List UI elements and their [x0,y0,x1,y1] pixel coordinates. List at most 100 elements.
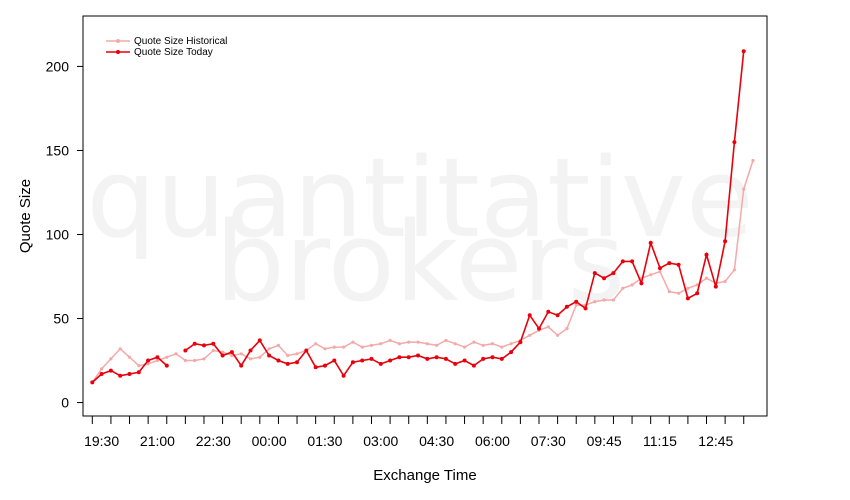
data-point-today [313,365,318,370]
data-point-today [211,341,216,346]
data-point-today [304,348,309,353]
data-point-today [518,340,523,345]
data-point-today [285,361,290,366]
data-point-today [620,259,625,264]
x-tick-label: 09:45 [587,433,622,449]
data-point-historical [211,348,215,353]
data-point-today [434,355,439,360]
data-point-today [192,341,197,346]
watermark: quantitative brokers [86,134,753,326]
data-point-historical [565,327,569,331]
data-point-historical [658,269,662,274]
data-point-historical [751,158,755,163]
data-point-historical [174,352,178,356]
data-point-today [602,276,607,281]
data-point-today [695,291,700,296]
data-point-today [546,309,551,314]
data-point-historical [137,364,141,368]
legend-marker-historical [116,39,120,43]
data-point-historical [490,342,495,346]
data-point-today [332,358,337,363]
x-tick-label: 01:30 [307,433,342,449]
x-tick-label: 03:00 [363,433,398,449]
data-point-historical [342,345,346,349]
data-point-today [378,361,383,366]
data-point-today [509,350,514,355]
y-tick-label: 50 [53,311,69,327]
data-point-today [648,240,653,245]
data-point-today [229,350,234,355]
data-point-historical [602,298,606,302]
x-tick-label: 00:00 [252,433,287,449]
data-point-historical [732,268,737,272]
data-point-today [425,356,430,361]
watermark-line-2: brokers [215,198,625,326]
x-tick-label: 04:30 [419,433,454,449]
data-point-historical [323,347,327,351]
legend-label-historical: Quote Size Historical [134,36,227,47]
data-point-historical [267,347,271,351]
data-point-historical [425,342,429,346]
data-point-today [276,358,281,363]
data-point-today [108,368,113,373]
data-point-today [136,370,141,375]
data-point-today [90,380,95,385]
data-point-today [164,363,169,368]
data-point-historical [276,343,280,347]
data-point-today [527,313,532,318]
data-point-historical [221,350,225,354]
data-point-today [611,271,616,276]
data-point-today [257,338,262,343]
data-point-today [574,299,579,304]
data-point-today [564,304,569,309]
data-point-today [99,372,104,376]
data-point-historical [500,345,504,349]
data-point-historical [379,342,383,346]
data-point-today [630,259,635,264]
data-point-today [499,356,504,361]
series-layer [90,49,755,385]
data-point-today [713,284,718,289]
data-point-today [220,353,225,358]
data-point-historical [109,357,113,361]
x-tick-label: 22:30 [196,433,231,449]
data-point-today [118,373,123,378]
data-point-today [462,358,467,363]
data-point-today [295,360,299,365]
series-today [90,49,746,385]
data-point-today [155,355,160,360]
data-point-historical [258,355,262,359]
data-point-historical [723,279,727,284]
data-point-historical [621,286,625,290]
data-point-historical [435,343,439,347]
data-point-today [397,355,402,360]
data-point-today [741,49,746,54]
data-point-today [146,358,151,363]
data-point-today [202,343,206,348]
data-point-historical [463,345,467,349]
x-axis-title: Exchange Time [373,467,476,484]
data-point-today [481,356,486,361]
data-point-historical [155,358,159,363]
data-point-today [388,358,393,363]
data-point-historical [546,325,550,329]
data-point-today [490,355,495,360]
data-point-today [453,361,458,366]
data-point-historical [677,291,681,295]
data-point-historical [118,347,122,351]
data-point-today [704,252,709,257]
data-point-historical [165,355,169,359]
plot-frame [82,15,768,417]
legend-label-today: Quote Size Today [134,47,213,58]
data-point-historical [351,340,355,344]
data-point-historical [509,342,513,346]
x-tick-label: 12:45 [698,433,733,449]
x-tick-label: 11:15 [643,433,677,449]
data-point-today [267,353,272,358]
data-point-historical [248,357,253,361]
data-point-historical [407,340,411,344]
x-tick-label: 06:00 [475,433,510,449]
data-point-historical [444,338,448,342]
watermark-line-1: quantitative [86,134,753,262]
